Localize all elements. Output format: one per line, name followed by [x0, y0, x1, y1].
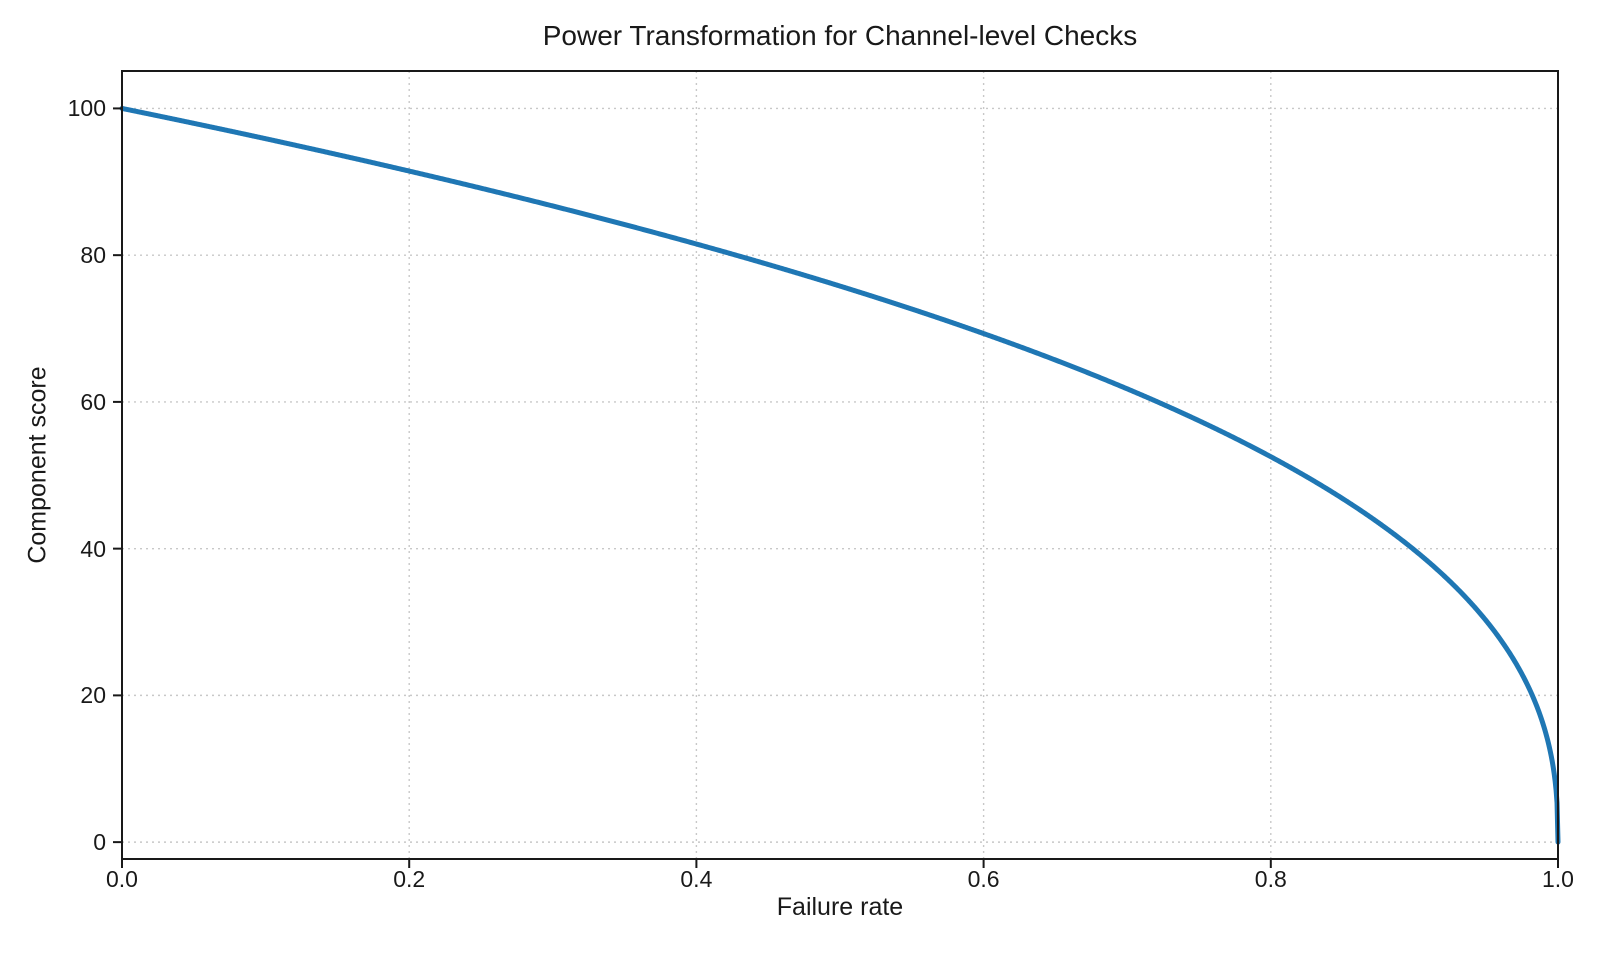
- x-tick-label: 0.8: [1254, 866, 1287, 892]
- axes-spines: [121, 70, 1559, 860]
- y-tick-label: 100: [67, 95, 106, 122]
- x-tick-label: 0.6: [967, 866, 1000, 892]
- y-tick-label: 20: [80, 682, 106, 709]
- y-tick-label: 60: [80, 388, 106, 415]
- y-tick-label: 80: [80, 242, 106, 269]
- x-tick-label: 1.0: [1542, 866, 1574, 892]
- y-tick-label: 40: [80, 535, 106, 562]
- x-axis-label: Failure rate: [776, 893, 904, 921]
- x-tick-label: 0.2: [393, 866, 426, 892]
- x-tick-label: 0.0: [106, 866, 138, 892]
- y-tick-label: 0: [93, 829, 106, 856]
- x-tick-label: 0.4: [680, 866, 713, 892]
- chart-title: Power Transformation for Channel-level C…: [542, 20, 1138, 51]
- data-line-component-score: [119, 105, 1561, 845]
